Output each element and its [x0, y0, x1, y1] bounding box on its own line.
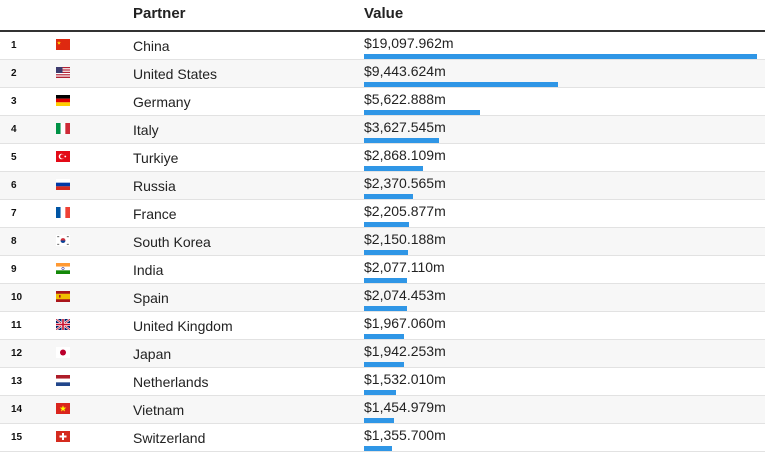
- value-bar: [364, 250, 408, 255]
- united-states-flag-icon: [56, 67, 70, 78]
- value-label: $1,355.700m: [364, 427, 446, 443]
- value-bar: [364, 110, 480, 115]
- table-row[interactable]: 4 Italy $3,627.545m: [0, 116, 765, 144]
- partner-name: Turkiye: [133, 150, 179, 166]
- table-row[interactable]: 1 China $19,097.962m: [0, 32, 765, 60]
- table-row[interactable]: 14 Vietnam $1,454.979m: [0, 396, 765, 424]
- value-label: $2,077.110m: [364, 259, 445, 275]
- value-bar: [364, 418, 394, 423]
- india-flag-icon: [56, 263, 70, 274]
- value-label: $19,097.962m: [364, 35, 454, 51]
- rank-label: 9: [11, 264, 17, 275]
- germany-flag-icon: [56, 95, 70, 106]
- value-label: $1,942.253m: [364, 343, 446, 359]
- value-label: $2,205.877m: [364, 203, 446, 219]
- partner-name: Spain: [133, 290, 169, 306]
- spain-flag-icon: [56, 291, 70, 302]
- partner-name: China: [133, 38, 170, 54]
- value-bar: [364, 166, 423, 171]
- value-bar: [364, 82, 558, 87]
- partner-name: South Korea: [133, 234, 211, 250]
- partner-name: United Kingdom: [133, 318, 233, 334]
- value-label: $3,627.545m: [364, 119, 446, 135]
- table-row[interactable]: 8 South Korea $2,150.188m: [0, 228, 765, 256]
- russia-flag-icon: [56, 179, 70, 190]
- rank-label: 2: [11, 68, 17, 79]
- table-row[interactable]: 5 Turkiye $2,868.109m: [0, 144, 765, 172]
- rank-label: 12: [11, 348, 23, 359]
- value-label: $2,074.453m: [364, 287, 446, 303]
- rank-label: 6: [11, 180, 17, 191]
- partner-name: Russia: [133, 178, 176, 194]
- table-row[interactable]: 7 France $2,205.877m: [0, 200, 765, 228]
- table-row[interactable]: 12 Japan $1,942.253m: [0, 340, 765, 368]
- china-flag-icon: [56, 39, 70, 50]
- france-flag-icon: [56, 207, 70, 218]
- value-bar: [364, 222, 409, 227]
- value-bar: [364, 334, 404, 339]
- table-row[interactable]: 6 Russia $2,370.565m: [0, 172, 765, 200]
- japan-flag-icon: [56, 347, 70, 358]
- switzerland-flag-icon: [56, 431, 70, 442]
- rank-label: 3: [11, 96, 17, 107]
- partner-name: Switzerland: [133, 430, 206, 446]
- value-column-header[interactable]: Value: [364, 5, 404, 22]
- value-label: $1,532.010m: [364, 371, 446, 387]
- rank-label: 8: [11, 236, 17, 247]
- partner-name: Netherlands: [133, 374, 209, 390]
- value-label: $2,868.109m: [364, 147, 446, 163]
- value-bar: [364, 362, 404, 367]
- turkiye-flag-icon: [56, 151, 70, 162]
- value-label: $9,443.624m: [364, 63, 446, 79]
- table-row[interactable]: 15 Switzerland $1,355.700m: [0, 424, 765, 452]
- table-row[interactable]: 2 United States $9,443.624m: [0, 60, 765, 88]
- partner-name: India: [133, 262, 164, 278]
- table-row[interactable]: 3 Germany $5,622.888m: [0, 88, 765, 116]
- value-label: $1,454.979m: [364, 399, 446, 415]
- rank-label: 10: [11, 292, 23, 303]
- italy-flag-icon: [56, 123, 70, 134]
- netherlands-flag-icon: [56, 375, 70, 386]
- partner-name: United States: [133, 66, 218, 82]
- value-bar: [364, 138, 439, 143]
- value-bar: [364, 446, 392, 451]
- value-bar: [364, 194, 413, 199]
- rank-label: 15: [11, 432, 23, 443]
- south-korea-flag-icon: [56, 235, 70, 246]
- table-row[interactable]: 9 India $2,077.110m: [0, 256, 765, 284]
- partner-name: Vietnam: [133, 402, 185, 418]
- table-row[interactable]: 11 United Kingdom $1,967.060m: [0, 312, 765, 340]
- value-bar: [364, 278, 407, 283]
- table-header: Partner Value: [0, 0, 765, 32]
- united-kingdom-flag-icon: [56, 319, 70, 330]
- value-bar: [364, 390, 396, 395]
- partner-name: France: [133, 206, 177, 222]
- table-body: 1 China $19,097.962m 2 United States $9,443.6…: [0, 32, 765, 452]
- value-label: $5,622.888m: [364, 91, 446, 107]
- partner-name: Germany: [133, 94, 191, 110]
- table-row[interactable]: 13 Netherlands $1,532.010m: [0, 368, 765, 396]
- rank-label: 14: [11, 404, 23, 415]
- rank-label: 5: [11, 152, 17, 163]
- partner-column-header[interactable]: Partner: [133, 5, 186, 22]
- rank-label: 7: [11, 208, 17, 219]
- value-label: $1,967.060m: [364, 315, 446, 331]
- table-row[interactable]: 10 Spain $2,074.453m: [0, 284, 765, 312]
- vietnam-flag-icon: [56, 403, 70, 414]
- rank-label: 13: [11, 376, 23, 387]
- rank-label: 4: [11, 124, 17, 135]
- rank-label: 11: [11, 320, 22, 331]
- value-bar: [364, 306, 407, 311]
- partner-name: Japan: [133, 346, 172, 362]
- partner-name: Italy: [133, 122, 159, 138]
- value-label: $2,150.188m: [364, 231, 446, 247]
- rank-label: 1: [11, 40, 17, 51]
- value-bar: [364, 54, 757, 59]
- value-label: $2,370.565m: [364, 175, 446, 191]
